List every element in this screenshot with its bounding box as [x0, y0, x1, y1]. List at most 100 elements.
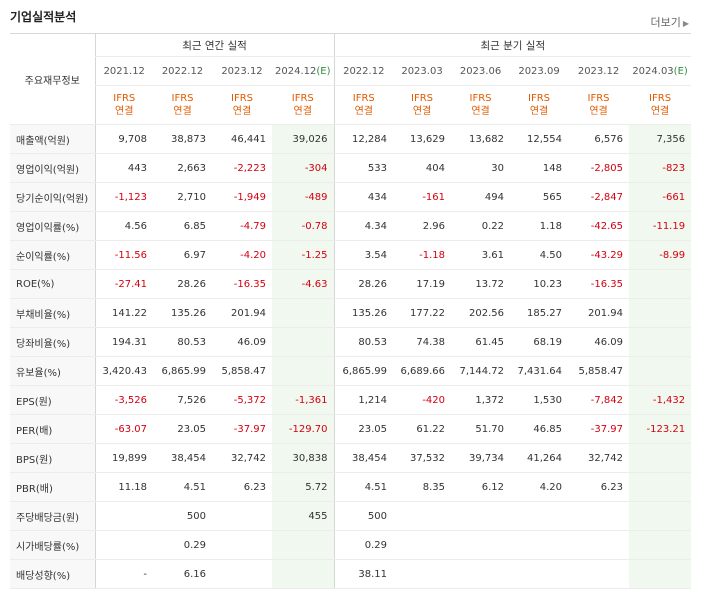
row-label: 시가배당률(%): [10, 530, 95, 560]
table-cell: 434: [333, 182, 394, 212]
estimate-marker: (E): [316, 65, 331, 77]
table-cell: [272, 530, 335, 560]
more-label: 더보기: [650, 16, 681, 29]
table-row: 영업이익(억원) 443 2,663 -2,223 -304 533 404 30 148 -2,…: [10, 153, 692, 183]
table-cell: 185.27: [510, 298, 569, 328]
table-cell: 41,264: [510, 443, 569, 473]
table-cell: [510, 501, 569, 531]
quarter-group-header: 최근 분기 실적: [333, 33, 692, 57]
header-row-groups: 주요재무정보 최근 연간 실적 최근 분기 실적: [10, 33, 692, 125]
table-cell: -16.35: [212, 269, 272, 299]
table-cell: 565: [510, 182, 569, 212]
table-cell: 13,682: [451, 124, 511, 154]
table-row: PER(배) -63.07 23.05 -37.97 -129.70 23.05 61.22…: [10, 414, 692, 444]
consolidated-label: 연결: [173, 106, 192, 117]
ifrs-label: IFRS: [649, 93, 672, 104]
period-header: 2023.06: [451, 56, 511, 86]
consolidated-label: 연결: [293, 106, 312, 117]
table-cell: 1.18: [510, 211, 569, 241]
table-cell: [272, 559, 335, 589]
period-label: 2022.12: [161, 65, 204, 77]
table-cell: [393, 501, 452, 531]
period-label: 2021.12: [103, 65, 145, 77]
period-header: 2023.09: [510, 56, 569, 86]
table-row: EPS(원) -3,526 7,526 -5,372 -1,361 1,214 -420 1,…: [10, 385, 692, 415]
table-cell: [94, 530, 153, 560]
table-cell: 1,372: [451, 385, 511, 415]
table-cell: 5,858.47: [568, 356, 630, 386]
ifrs-header: IFRS 연결: [393, 85, 452, 125]
table-cell: 533: [333, 153, 394, 183]
table-cell: 6.12: [451, 472, 511, 502]
period-label: 2023.12: [577, 65, 620, 77]
ifrs-label: IFRS: [411, 93, 434, 104]
ifrs-header: IFRS 연결: [568, 85, 630, 125]
table-cell: 28.26: [333, 269, 394, 299]
table-row: 배당성향(%) -6.16 38.11: [10, 559, 692, 589]
table-cell: 1,530: [510, 385, 569, 415]
ifrs-label: IFRS: [469, 93, 492, 104]
table-cell: -4.63: [272, 269, 335, 299]
more-link[interactable]: 더보기 ▶: [650, 14, 689, 30]
table-row: 당기순이익(억원) -1,123 2,710 -1,949 -489 434 -161 494…: [10, 182, 692, 212]
ifrs-header: IFRS 연결: [333, 85, 394, 125]
table-cell: 404: [393, 153, 452, 183]
table-cell: [568, 559, 630, 589]
table-cell: 7,356: [629, 124, 692, 154]
table-cell: 30: [451, 153, 511, 183]
table-cell: -43.29: [568, 240, 630, 270]
table-cell: 32,742: [568, 443, 630, 473]
ifrs-label: IFRS: [231, 93, 253, 104]
row-label: 순이익률(%): [10, 240, 95, 270]
table-cell: [393, 559, 452, 589]
table-cell: 3.61: [451, 240, 511, 270]
table-cell: 4.34: [333, 211, 394, 241]
table-cell: [272, 356, 335, 386]
table-cell: -823: [629, 153, 692, 183]
period-label: 2023.06: [459, 65, 502, 77]
period-label: 2023.03: [401, 65, 443, 77]
ifrs-label: IFRS: [587, 93, 610, 104]
header-row-ifrs: IFRS 연결 IFRS 연결 IFRS 연결 IFRS 연결 IFRS 연결 IFRS 연결 IFRS…: [10, 85, 692, 125]
period-label: 2024.03: [632, 65, 674, 77]
table-cell: 10.23: [510, 269, 569, 299]
table-cell: 6,865.99: [333, 356, 394, 386]
row-label: 주당배당금(원): [10, 501, 95, 531]
row-label: 유보율(%): [10, 356, 95, 386]
table-cell: -4.79: [212, 211, 272, 241]
table-cell: [629, 472, 692, 502]
table-cell: 2,663: [153, 153, 212, 183]
table-cell: 135.26: [153, 298, 212, 328]
table-cell: 61.45: [451, 327, 511, 357]
table-cell: 6,576: [568, 124, 630, 154]
estimate-marker: (E): [673, 65, 688, 77]
ifrs-header: IFRS 연결: [212, 85, 272, 125]
ifrs-header: IFRS 연결: [94, 85, 153, 125]
row-label: EPS(원): [10, 385, 95, 415]
consolidated-label: 연결: [412, 106, 432, 117]
period-header: 2023.03: [393, 56, 452, 86]
ifrs-header: IFRS 연결: [451, 85, 511, 125]
table-cell: [212, 530, 272, 560]
table-cell: [510, 559, 569, 589]
table-cell: -2,847: [568, 182, 630, 212]
table-cell: [451, 530, 511, 560]
row-label: BPS(원): [10, 443, 95, 473]
table-cell: 6,865.99: [153, 356, 212, 386]
table-cell: [568, 501, 630, 531]
consolidated-label: 연결: [589, 106, 608, 117]
period-header: 2023.12: [212, 56, 272, 86]
table-row: 순이익률(%) -11.56 6.97 -4.20 -1.25 3.54 -1.18 3.61…: [10, 240, 692, 270]
table-row: 부채비율(%) 141.22 135.26 201.94 135.26 177.22 202…: [10, 298, 692, 328]
table-cell: 38,454: [153, 443, 212, 473]
table-cell: -304: [272, 153, 335, 183]
table-cell: 3.54: [333, 240, 394, 270]
table-cell: 9,708: [94, 124, 153, 154]
table-cell: 4.56: [94, 211, 153, 241]
table-cell: 61.22: [393, 414, 452, 444]
table-cell: -661: [629, 182, 692, 212]
table-cell: -37.97: [568, 414, 630, 444]
period-label: 2024.12: [275, 65, 317, 77]
chevron-right-icon: ▶: [682, 19, 689, 28]
table-cell: -161: [393, 182, 452, 212]
